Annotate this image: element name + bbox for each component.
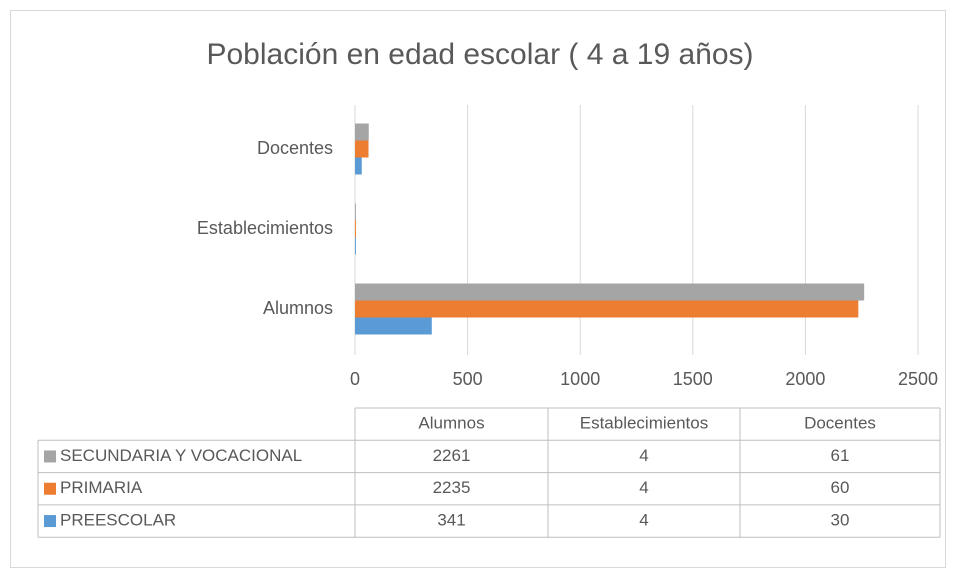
table-value: 2235 <box>433 478 471 497</box>
table-value: 4 <box>639 478 648 497</box>
legend-label: PREESCOLAR <box>60 511 176 530</box>
legend-label: PRIMARIA <box>60 478 143 497</box>
table-value: 2261 <box>433 446 471 465</box>
table-header: Docentes <box>804 414 876 433</box>
y-tick-label: Docentes <box>257 138 333 158</box>
legend-swatch <box>44 450 56 463</box>
x-tick-label: 500 <box>453 369 483 389</box>
x-tick-label: 2500 <box>898 369 938 389</box>
legend-swatch <box>44 482 56 495</box>
y-tick-label: Establecimientos <box>197 218 333 238</box>
y-tick-label: Alumnos <box>263 298 333 318</box>
bar <box>355 140 369 158</box>
table-value: 30 <box>831 511 850 530</box>
bar <box>355 317 432 335</box>
x-tick-label: 1500 <box>673 369 713 389</box>
table-value: 341 <box>437 511 465 530</box>
x-tick-label: 2000 <box>785 369 825 389</box>
table-value: 4 <box>639 446 648 465</box>
x-tick-label: 0 <box>350 369 360 389</box>
table-value: 4 <box>639 511 648 530</box>
bar <box>355 220 356 238</box>
bar <box>355 203 356 221</box>
table-value: 61 <box>831 446 850 465</box>
bar <box>355 237 356 255</box>
bar <box>355 123 369 141</box>
legend-label: SECUNDARIA Y VOCACIONAL <box>60 446 302 465</box>
legend-swatch <box>44 515 56 528</box>
x-tick-label: 1000 <box>560 369 600 389</box>
table-header: Establecimientos <box>580 414 709 433</box>
chart-title: Población en edad escolar ( 4 a 19 años) <box>206 38 753 71</box>
bar <box>355 300 859 318</box>
bar <box>355 283 865 301</box>
bar <box>355 157 362 175</box>
table-value: 60 <box>831 478 850 497</box>
table-header: Alumnos <box>418 414 484 433</box>
